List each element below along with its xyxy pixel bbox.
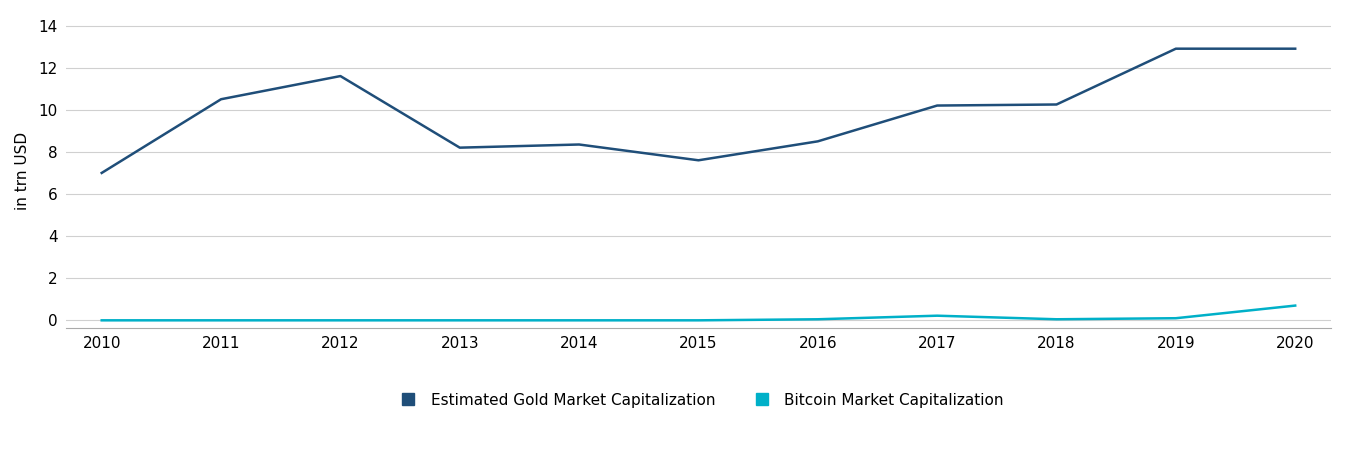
Legend: Estimated Gold Market Capitalization, Bitcoin Market Capitalization: Estimated Gold Market Capitalization, Bi…	[386, 387, 1010, 414]
Y-axis label: in trn USD: in trn USD	[15, 132, 30, 211]
